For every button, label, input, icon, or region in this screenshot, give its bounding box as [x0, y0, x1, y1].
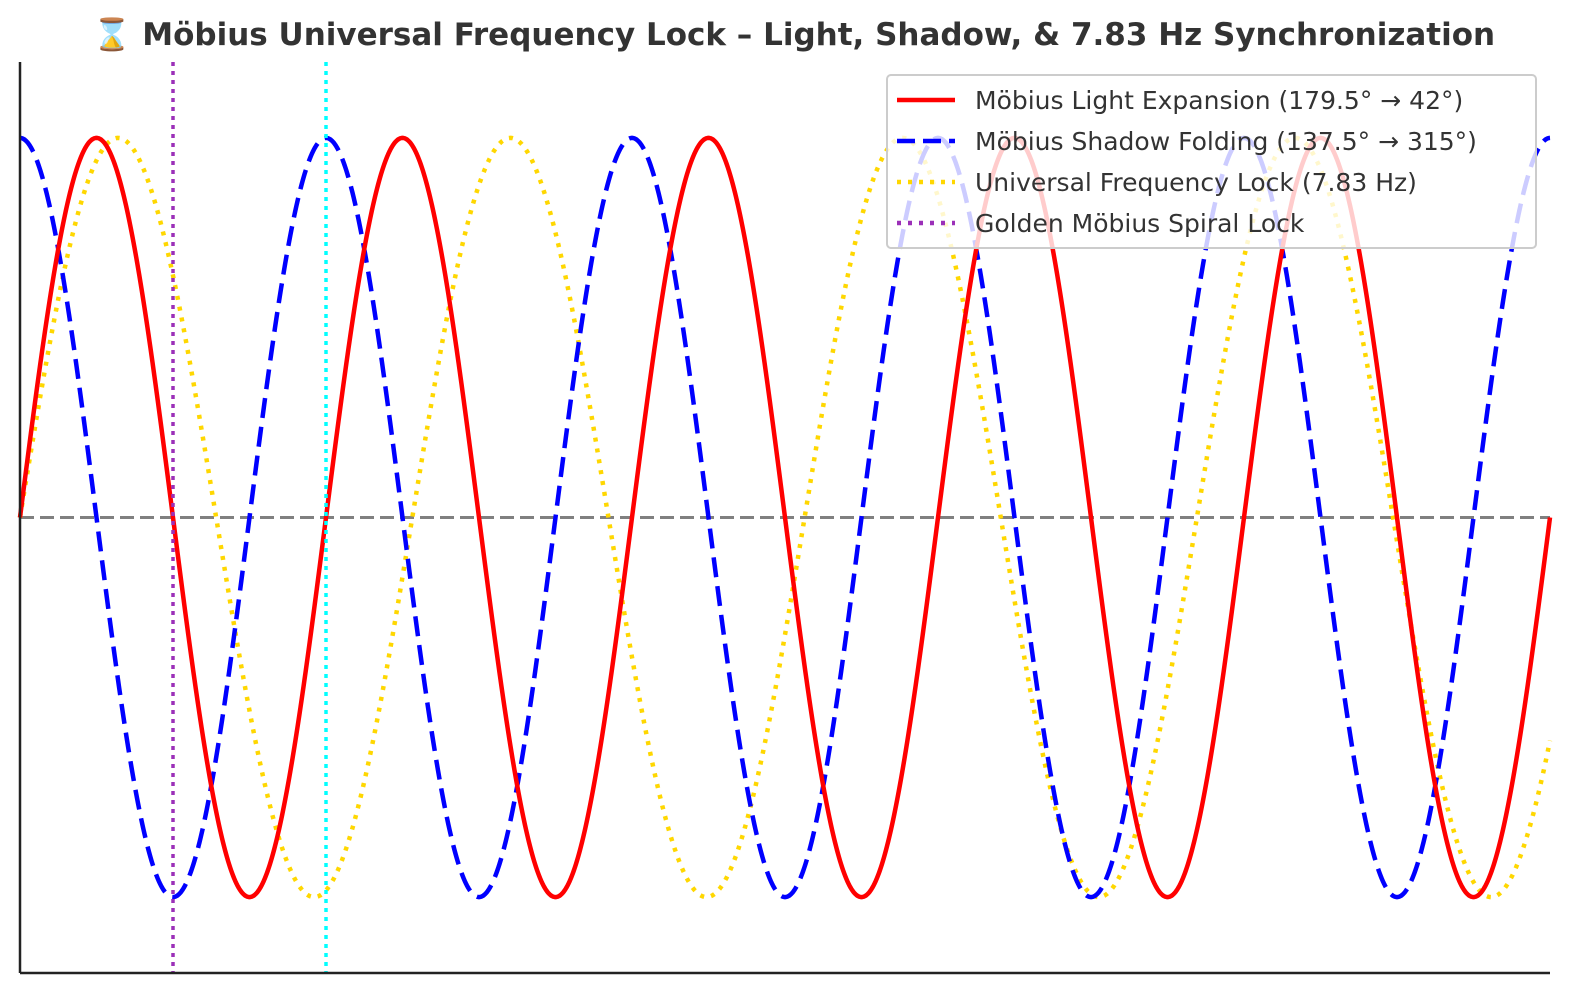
legend: Möbius Light Expansion (179.5° → 42°) Möb… [886, 74, 1537, 249]
legend-label: Möbius Light Expansion (179.5° → 42°) [975, 86, 1463, 115]
series-line-shadow-folding [18, 135, 1552, 900]
legend-label: Golden Möbius Spiral Lock [975, 209, 1305, 238]
legend-label: Möbius Shadow Folding (137.5° → 315°) [975, 127, 1477, 156]
series-line-frequency-lock [17, 135, 1553, 900]
legend-label: Universal Frequency Lock (7.83 Hz) [975, 168, 1417, 197]
chart-title: ⌛ Möbius Universal Frequency Lock – Ligh… [93, 16, 1495, 53]
legend-box [886, 74, 1537, 249]
axes-layer [18, 62, 1550, 975]
